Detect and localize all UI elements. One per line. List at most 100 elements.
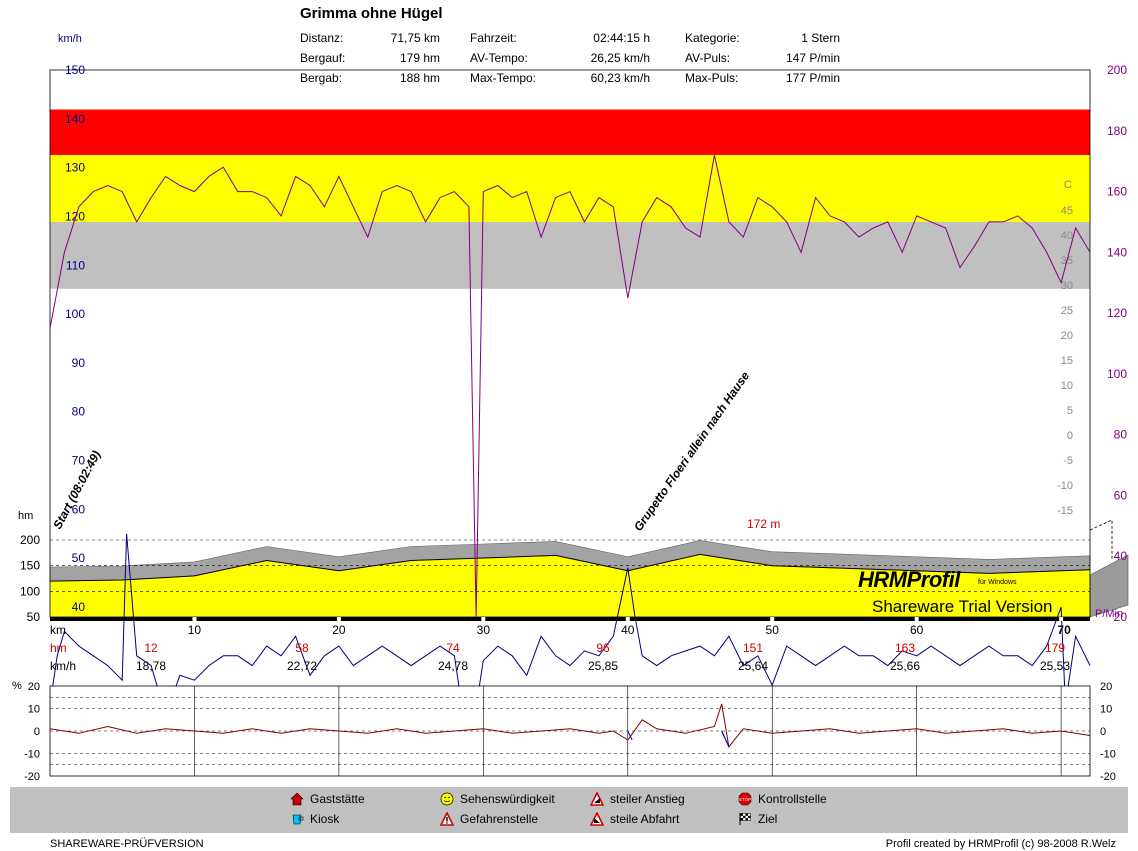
pulse-tick-label: 160 [1107,185,1127,199]
warning-icon [439,811,455,826]
hm-row-value: 179 [1045,641,1065,655]
stat-value: 177 P/min [785,71,840,85]
stat-label: Fahrzeit: [470,31,517,45]
altitude-line [49,553,1091,582]
smiley-icon [440,792,454,806]
speed-tick-label: 150 [65,63,85,77]
gradient-tick-right: -20 [1100,771,1116,783]
inner-scale-tick: 25 [1061,305,1073,317]
speed-tick-label: 140 [65,112,85,126]
speed-tick-label: 70 [72,454,86,468]
speed-tick-label: 120 [65,209,85,223]
pulse-tick-label: 200 [1107,63,1127,77]
inner-scale-tick: 5 [1067,405,1073,417]
gradient-tick-right: 10 [1100,704,1112,716]
watermark-title: HRMProfil [858,567,960,592]
altitude-tick-label: 50 [27,610,41,624]
stat-value: 1 Stern [801,31,840,45]
descent-icon [589,811,605,826]
pulse-tick-label: 120 [1107,306,1127,320]
legend-label: Gefahrenstelle [460,812,539,826]
legend-label: Gaststätte [310,792,365,806]
annotation-altitude-max: 172 m [747,517,780,531]
hm-row-value: 12 [144,641,158,655]
kmh-row-label: km/h [50,659,76,673]
legend-item: steile Abfahrt [589,811,679,826]
x-axis-tick-marker [770,617,775,621]
hm-row-value: 96 [596,641,610,655]
gradient-tick-left: -10 [24,749,40,761]
legend-item: STOP Kontrollstelle [738,792,827,806]
inner-scale-tick: 10 [1061,380,1073,392]
x-tick-label: 60 [910,623,924,637]
pulse-tick-label: 80 [1114,428,1128,442]
kmh-row-value: 18,78 [136,659,166,673]
speed-line [49,533,1091,754]
inner-scale-tick: 20 [1061,330,1073,342]
gradient-tick-right: 0 [1100,726,1106,738]
pulse-tick-label: 100 [1107,367,1127,381]
inner-scale-tick: 15 [1061,355,1073,367]
pulse-tick-label: 60 [1114,488,1128,502]
legend-item: Ziel [738,812,777,826]
x-axis-tick-marker [625,617,630,621]
stat-label: Bergauf: [300,51,346,65]
legend-item: Sehenswürdigkeit [440,792,555,806]
svg-text:STOP: STOP [739,797,751,802]
speed-axis-label: km/h [58,33,82,45]
altitude-area [50,554,1090,617]
zone-gray [50,221,1090,289]
legend-item: Kiosk [290,812,339,826]
stat-value: 71,75 km [390,31,440,45]
inner-scale-tick: 0 [1067,430,1073,442]
kmh-row-value: 25,64 [738,659,768,673]
kmh-row-value: 24,78 [438,659,468,673]
x-axis-tick-marker [914,617,919,621]
stat-value: 60,23 km/h [590,71,650,85]
inner-scale-label: C [1064,179,1072,191]
pulse-tick-label: 40 [1114,549,1128,563]
x-tick-label: 20 [332,623,346,637]
inner-scale-tick: 45 [1061,205,1073,217]
x-tick-label: 50 [766,623,780,637]
pulse-tick-label: 180 [1107,124,1127,138]
kmh-row-value: 22,72 [287,659,317,673]
gradient-tick-left: 10 [28,704,40,716]
x-tick-label: 10 [188,623,202,637]
kmh-row-value: 25,85 [588,659,618,673]
speed-tick-label: 110 [66,258,85,272]
legend-item: Gaststätte [290,792,365,806]
speed-tick-label: 130 [65,161,85,175]
x-axis-bar [50,617,1090,621]
pulse-line [49,154,1091,618]
x-tick-label: 30 [477,623,491,637]
gradient-neg-marker [627,730,633,741]
altitude-axis-label: hm [18,510,33,522]
stat-value: 147 P/min [785,51,840,65]
inner-scale-tick: -5 [1063,455,1073,467]
x-tick-label: 70 [1057,623,1071,637]
hm-row-label: hm [50,641,67,655]
hm-row-value: 74 [446,641,460,655]
legend-bar: Gaststätte Kiosk Sehenswürdigkeit Gefahrens… [10,787,1128,833]
pulse-tick-label: 20 [1114,610,1128,624]
annotation-grupetto: Grupetto Floeri allein nach Hause [631,369,752,534]
hm-row-value: 151 [743,641,763,655]
climb-icon [589,791,605,806]
altitude-tick-label: 150 [20,559,40,573]
stat-label: Max-Tempo: [470,71,537,85]
x-axis-tick-marker [481,617,486,621]
stat-label: Bergab: [300,71,343,85]
gradient-tick-right: -10 [1100,749,1116,761]
inner-scale-tick: 30 [1061,280,1073,292]
legend-item: Gefahrenstelle [439,811,539,826]
stop-icon: STOP [738,792,752,806]
legend-label: Kiosk [310,812,340,826]
speed-tick-label: 40 [72,600,86,614]
house-icon [290,792,304,806]
legend-label: Sehenswürdigkeit [460,792,555,806]
stat-value: 179 hm [399,51,440,65]
inner-scale-tick: -10 [1057,480,1073,492]
hm-row-value: 58 [295,641,309,655]
altitude-tick-label: 100 [20,584,40,598]
